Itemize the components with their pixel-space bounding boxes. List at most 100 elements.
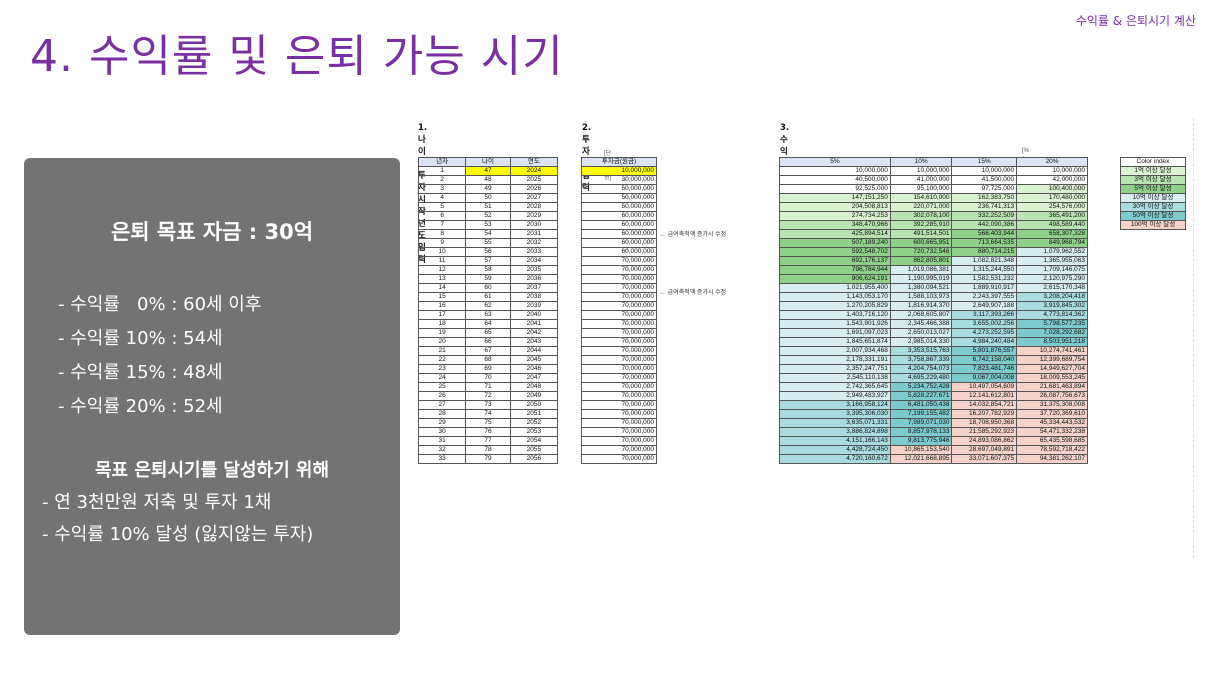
table-row: 16 62 2039 (417, 301, 559, 311)
year-index-cell: 15 (417, 292, 467, 302)
table-row: 70,000,000 (581, 400, 657, 410)
table-row: 20 66 2043 (417, 337, 559, 347)
year-index-cell: 3 (417, 184, 467, 194)
table-row: 1,845,651,874 2,985,014,330 4,984,240,484 8… (779, 337, 1088, 347)
tip-line: - 연 3천만원 저축 및 투자 1채 (42, 492, 272, 513)
asset-cell: 41,000,000 (889, 175, 953, 185)
asset-cell: 6,481,050,438 (889, 400, 953, 410)
table-row: 3,635,071,331 7,989,071,030 18,708,950,368… (779, 418, 1088, 428)
asset-cell: 3,886,824,898 (779, 427, 891, 437)
investment-cell: 70,000,000 (581, 310, 657, 320)
asset-cell: 1,709,146,075 (1016, 265, 1088, 275)
year-cell: 2046 (509, 364, 559, 374)
asset-cell: 5,801,876,557 (951, 346, 1018, 356)
table-row: 24 70 2047 (417, 373, 559, 383)
asset-table: 5% 10% 15% 20% 10,000,000 10,000,000 10,00… (779, 157, 1088, 464)
table-row: 50,000,000 (581, 184, 657, 194)
investment-cell: 70,000,000 (581, 328, 657, 338)
table-row: 3 49 2026 (417, 184, 559, 194)
investment-cell: 60,000,000 (581, 238, 657, 248)
table-row: 70,000,000 (581, 373, 657, 383)
table-row: 70,000,000 (581, 283, 657, 293)
table-row: 26 72 2049 (417, 391, 559, 401)
age-cell: 79 (465, 454, 511, 464)
asset-cell: 1,582,531,232 (951, 274, 1018, 284)
asset-cell: 2,068,605,807 (889, 310, 953, 320)
asset-cell: 4,151,166,143 (779, 436, 891, 446)
investment-cell: 70,000,000 (581, 373, 657, 383)
year-cell: 2038 (509, 292, 559, 302)
table-row: 1,021,955,400 1,380,094,521 1,889,910,917 2… (779, 283, 1088, 293)
year-index-cell: 18 (417, 319, 467, 329)
corner-label: 수익률 & 은퇴시기 계산 (1075, 14, 1196, 28)
asset-cell: 2,345,466,388 (889, 319, 953, 329)
table-row: 1,403,716,120 2,068,605,807 3,117,393,266 4… (779, 310, 1088, 320)
table-row: 4,720,160,672 12,021,668,895 33,071,607,37… (779, 454, 1088, 464)
table-row: 27 73 2050 (417, 400, 559, 410)
asset-cell: 568,403,944 (951, 229, 1018, 239)
note-arrow: ← 급여축적액 증가시 수정 (660, 290, 727, 296)
table-row: 70,000,000 (581, 364, 657, 374)
asset-cell: 37,720,369,610 (1016, 409, 1088, 419)
asset-cell: 220,071,000 (889, 202, 953, 212)
year-index-cell: 28 (417, 409, 467, 419)
investment-cell: 70,000,000 (581, 454, 657, 464)
investment-cell: 70,000,000 (581, 382, 657, 392)
year-cell: 2040 (509, 310, 559, 320)
year-cell: 2026 (509, 184, 559, 194)
table-row: 2,742,365,645 5,234,752,428 10,497,054,609… (779, 382, 1088, 392)
investment-cell: 70,000,000 (581, 265, 657, 275)
asset-cell: 3,635,071,331 (779, 418, 891, 428)
table-row: 4,151,166,143 9,813,775,946 24,893,086,862… (779, 436, 1088, 446)
asset-cell: 906,624,191 (779, 274, 891, 284)
table-row: 14 60 2037 (417, 283, 559, 293)
year-index-cell: 7 (417, 220, 467, 230)
asset-cell: 442,090,386 (951, 220, 1018, 230)
asset-cell: 3,117,393,266 (951, 310, 1018, 320)
table-row: 92,525,000 95,100,000 97,725,000 100,400,00… (779, 184, 1088, 194)
asset-cell: 3,655,002,256 (951, 319, 1018, 329)
asset-cell: 1,190,995,019 (889, 274, 953, 284)
table-row: 906,624,191 1,190,995,019 1,582,531,232 2,1… (779, 274, 1088, 284)
table-row: 29 75 2052 (417, 418, 559, 428)
summary-panel: 은퇴 목표 자금 : 30억 - 수익률 0% : 60세 이후 - 수익률 1… (24, 158, 400, 635)
year-cell: 2025 (509, 175, 559, 185)
asset-cell: 3,758,867,339 (889, 355, 953, 365)
table-row: 23 69 2046 (417, 364, 559, 374)
asset-cell: 498,589,440 (1016, 220, 1088, 230)
table-row: 8 54 2031 (417, 229, 559, 239)
investment-cell: 60,000,000 (581, 247, 657, 257)
year-index-cell: 14 (417, 283, 467, 293)
year-cell: 2031 (509, 229, 559, 239)
age-cell: 51 (465, 202, 511, 212)
asset-cell: 7,989,071,030 (889, 418, 953, 428)
table-row: 60,000,000 (581, 220, 657, 230)
table-row: 70,000,000 (581, 301, 657, 311)
year-index-cell: 8 (417, 229, 467, 239)
asset-cell: 425,894,514 (779, 229, 891, 239)
asset-cell: 16,207,782,929 (951, 409, 1018, 419)
table-row: 1,270,205,829 1,816,914,370 2,649,907,188 3… (779, 301, 1088, 311)
asset-cell: 162,383,750 (951, 193, 1018, 203)
table-row: 18 64 2041 (417, 319, 559, 329)
age-cell: 69 (465, 364, 511, 374)
year-index-cell: 26 (417, 391, 467, 401)
table-row: 2 48 2025 (417, 175, 559, 185)
investment-cell: 70,000,000 (581, 301, 657, 311)
asset-cell: 10,000,000 (1016, 166, 1088, 176)
table-row: 60,000,000 (581, 238, 657, 248)
year-index-cell: 16 (417, 301, 467, 311)
table-row: 60,000,000 (581, 211, 657, 221)
asset-cell: 170,480,000 (1016, 193, 1088, 203)
table-row: 348,470,966 392,285,910 442,090,386 498,589… (779, 220, 1088, 230)
investment-cell: 70,000,000 (581, 400, 657, 410)
table-row: 147,151,250 154,610,000 162,383,750 170,480… (779, 193, 1088, 203)
asset-cell: 365,491,200 (1016, 211, 1088, 221)
year-index-cell: 29 (417, 418, 467, 428)
table-row: 70,000,000 (581, 445, 657, 455)
asset-cell: 3,919,845,302 (1016, 301, 1088, 311)
asset-cell: 14,949,627,704 (1016, 364, 1088, 374)
asset-cell: 3,208,204,418 (1016, 292, 1088, 302)
table-row: 70,000,000 (581, 310, 657, 320)
col-header: 5% (779, 157, 891, 167)
